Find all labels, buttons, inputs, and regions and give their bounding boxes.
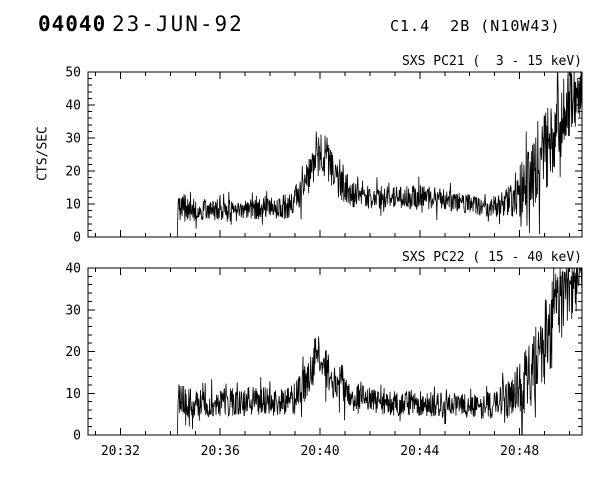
flare-classification: C1.4 2B (N10W43) — [390, 17, 561, 35]
data-trace — [176, 267, 583, 436]
x-tick-label: 20:32 — [101, 444, 140, 459]
y-tick-label: 10 — [65, 387, 81, 402]
chart-title-pc22: SXS PC22 ( 15 - 40 keV) — [401, 250, 582, 265]
x-tick-label: 20:44 — [400, 444, 439, 459]
y-tick-label: 40 — [65, 262, 81, 277]
y-tick-label: 20 — [65, 345, 81, 360]
y-tick-label: 0 — [73, 429, 81, 444]
x-tick-label: 20:40 — [300, 444, 339, 459]
y-tick-label: 50 — [65, 66, 81, 81]
x-tick-label: 20:36 — [201, 444, 240, 459]
data-trace — [176, 71, 583, 238]
event-date: 23-JUN-92 — [112, 12, 244, 36]
x-tick-label: 20:48 — [500, 444, 539, 459]
y-tick-label: 10 — [65, 198, 81, 213]
y-tick-label: 0 — [73, 231, 81, 246]
event-id: 04040 — [38, 12, 107, 36]
chart-title-pc21: SXS PC21 ( 3 - 15 keV) — [401, 54, 582, 69]
y-tick-label: 30 — [65, 303, 81, 318]
y-tick-label: 40 — [65, 99, 81, 114]
y-tick-label: 20 — [65, 165, 81, 180]
plot-box — [87, 71, 583, 238]
y-tick-label: 30 — [65, 132, 81, 147]
